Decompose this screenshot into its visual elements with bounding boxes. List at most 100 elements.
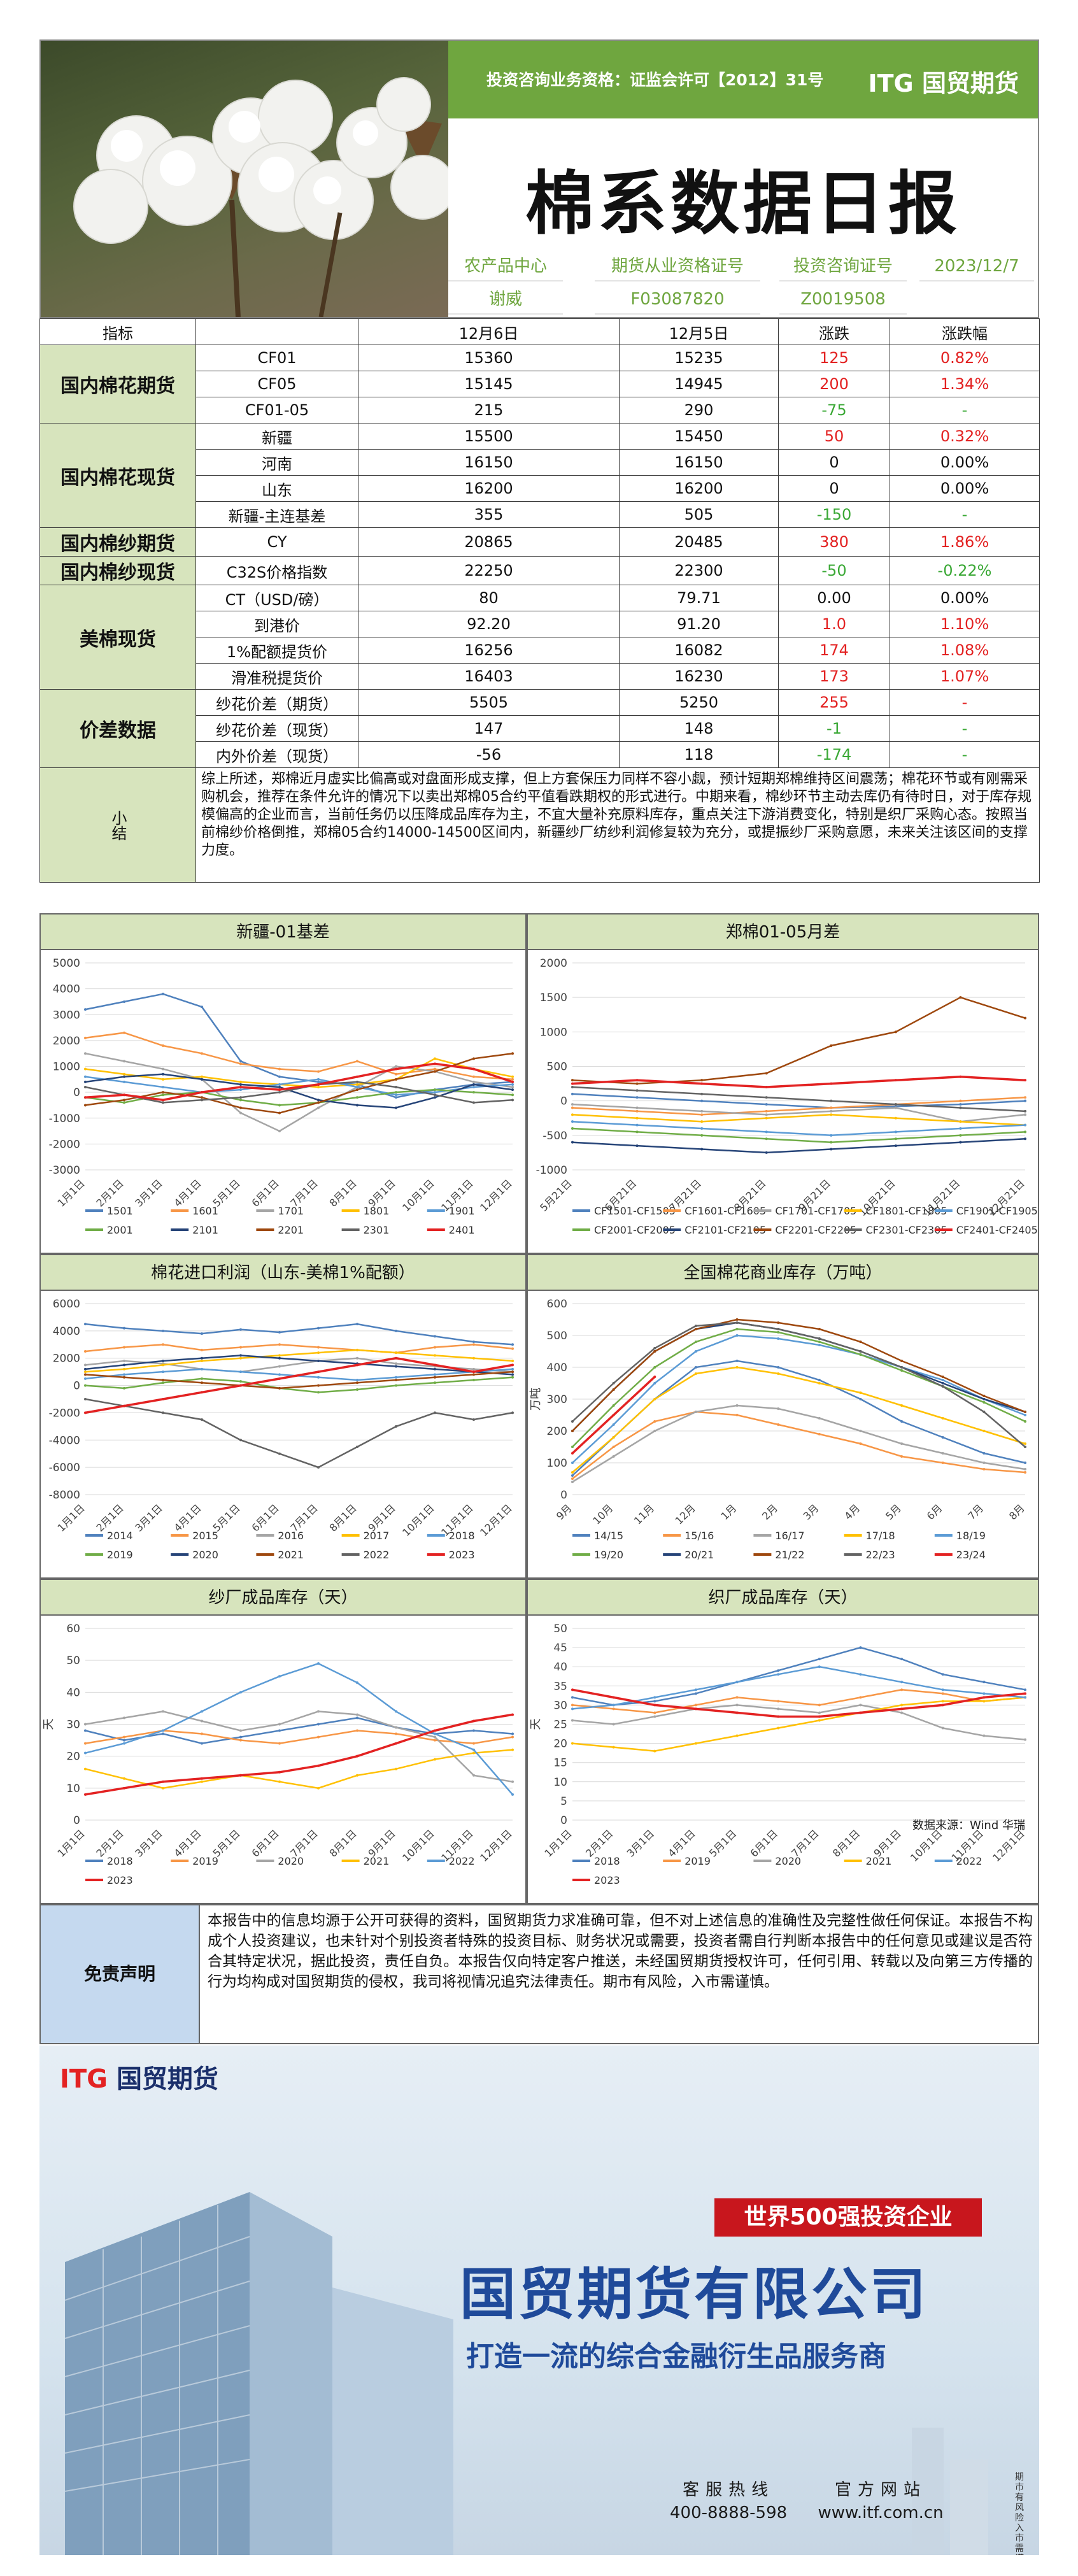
data-point [653, 1704, 656, 1707]
contact-info: 客服热线 400-8888-598 官方网站 www.itf.com.cn [670, 2479, 969, 2524]
data-point [511, 1735, 514, 1739]
chart-title: 纱厂成品库存（天） [41, 1580, 525, 1616]
data-point [694, 1366, 697, 1369]
x-tick-label: 1月 [718, 1502, 739, 1522]
series-line [572, 1127, 1026, 1143]
data-point [1024, 1109, 1026, 1113]
data-point [700, 1127, 704, 1130]
data-point [818, 1433, 821, 1435]
y-axis-label: 天 [42, 1719, 55, 1730]
data-point [278, 1452, 281, 1455]
legend-label: 2018 [449, 1530, 475, 1542]
series-line [572, 1103, 1026, 1123]
data-point [123, 1386, 125, 1390]
y-tick-label: 40 [553, 1661, 567, 1674]
y-tick-label: 0 [73, 1086, 80, 1099]
series-line [85, 1052, 513, 1132]
data-point [472, 1751, 475, 1754]
y-tick-label: 5 [560, 1795, 567, 1808]
data-point [278, 1373, 281, 1376]
data-point [777, 1673, 780, 1676]
data-point [434, 1363, 436, 1367]
data-point [982, 1452, 986, 1455]
legend-label: 2023 [594, 1874, 620, 1886]
data-point [777, 1669, 780, 1672]
data-point [511, 1713, 514, 1716]
value-previous-cell: 15450 [619, 423, 779, 450]
legend-label: 2018 [107, 1855, 133, 1867]
y-tick-label: 400 [547, 1362, 567, 1374]
chart-title: 全国棉花商业库存（万吨） [528, 1255, 1038, 1291]
data-point [511, 1080, 514, 1083]
data-point [959, 996, 962, 999]
data-point [395, 1732, 397, 1735]
legend-label: 2021 [866, 1855, 892, 1867]
change-pct-cell: 1.86% [890, 527, 1040, 557]
data-point [894, 1106, 897, 1109]
data-point [1024, 1113, 1026, 1116]
value-previous-cell: 16150 [619, 449, 779, 476]
data-point [830, 1141, 833, 1144]
data-point [278, 1343, 281, 1346]
x-tick-label: 1月1日 [55, 1502, 87, 1534]
data-point [694, 1707, 697, 1711]
y-tick-label: 1000 [540, 1026, 567, 1039]
series-line [85, 1398, 513, 1469]
data-point [830, 1044, 833, 1047]
data-point [201, 1078, 203, 1081]
table-row: 国内棉花现货 新疆 15500 15450 50 0.32% [39, 423, 1040, 528]
legend-label: 22/23 [866, 1549, 895, 1561]
data-point [356, 1754, 358, 1758]
data-point [162, 1099, 164, 1102]
value-current-cell: 16256 [358, 637, 620, 664]
data-point [777, 1700, 780, 1703]
data-point [571, 1481, 574, 1483]
data-point [735, 1366, 739, 1369]
x-tick-label: 3月1日 [132, 1177, 164, 1209]
data-point [278, 1729, 281, 1732]
data-point [765, 1096, 768, 1099]
data-point [900, 1369, 904, 1372]
data-point [278, 1742, 281, 1745]
website-link[interactable]: www.itf.com.cn [818, 2503, 944, 2523]
x-tick-label: 6月1日 [249, 1827, 281, 1859]
change-pct-cell: 1.08% [890, 637, 1040, 664]
data-point [201, 1381, 203, 1384]
category-cell: 价差数据 [39, 689, 196, 768]
data-point [278, 1088, 281, 1092]
y-tick-label: 2000 [540, 957, 567, 970]
data-point [356, 1086, 358, 1088]
data-point [317, 1360, 320, 1362]
data-point [571, 1120, 574, 1123]
legend-label: 2021 [364, 1855, 390, 1867]
hotline-label: 客服热线 [683, 2480, 775, 2500]
data-point [818, 1704, 821, 1707]
disclaimer-label: 免责声明 [41, 1905, 200, 2043]
data-point [239, 1083, 242, 1086]
disclaimer: 免责声明 本报告中的信息均源于公开可获得的资料，国贸期货力求准确可靠，但不对上述… [39, 1904, 1039, 2044]
y-tick-label: -2000 [49, 1138, 80, 1151]
series-line [572, 1321, 1026, 1432]
data-point [571, 1086, 574, 1088]
y-tick-label: 1000 [53, 1061, 80, 1074]
legend-label: 2019 [684, 1855, 711, 1867]
data-point [162, 1091, 164, 1094]
legend-label: 2020 [775, 1855, 801, 1867]
data-point [239, 1384, 242, 1387]
data-point [356, 1363, 358, 1367]
data-point [84, 1398, 87, 1400]
legend-label: 14/15 [594, 1530, 623, 1542]
data-point [894, 1144, 897, 1148]
y-tick-label: 45 [553, 1642, 567, 1654]
change-cell: -1 [778, 715, 890, 742]
data-point [635, 1079, 639, 1082]
x-tick-label: 8月1日 [327, 1177, 358, 1209]
series-line [572, 1697, 1026, 1752]
item-name-cell: CF01-05 [195, 397, 358, 423]
data-point [612, 1746, 615, 1749]
legend-label: 20/21 [684, 1549, 714, 1561]
data-point [511, 1347, 514, 1350]
data-point [735, 1321, 739, 1324]
data-point [1024, 1420, 1026, 1423]
